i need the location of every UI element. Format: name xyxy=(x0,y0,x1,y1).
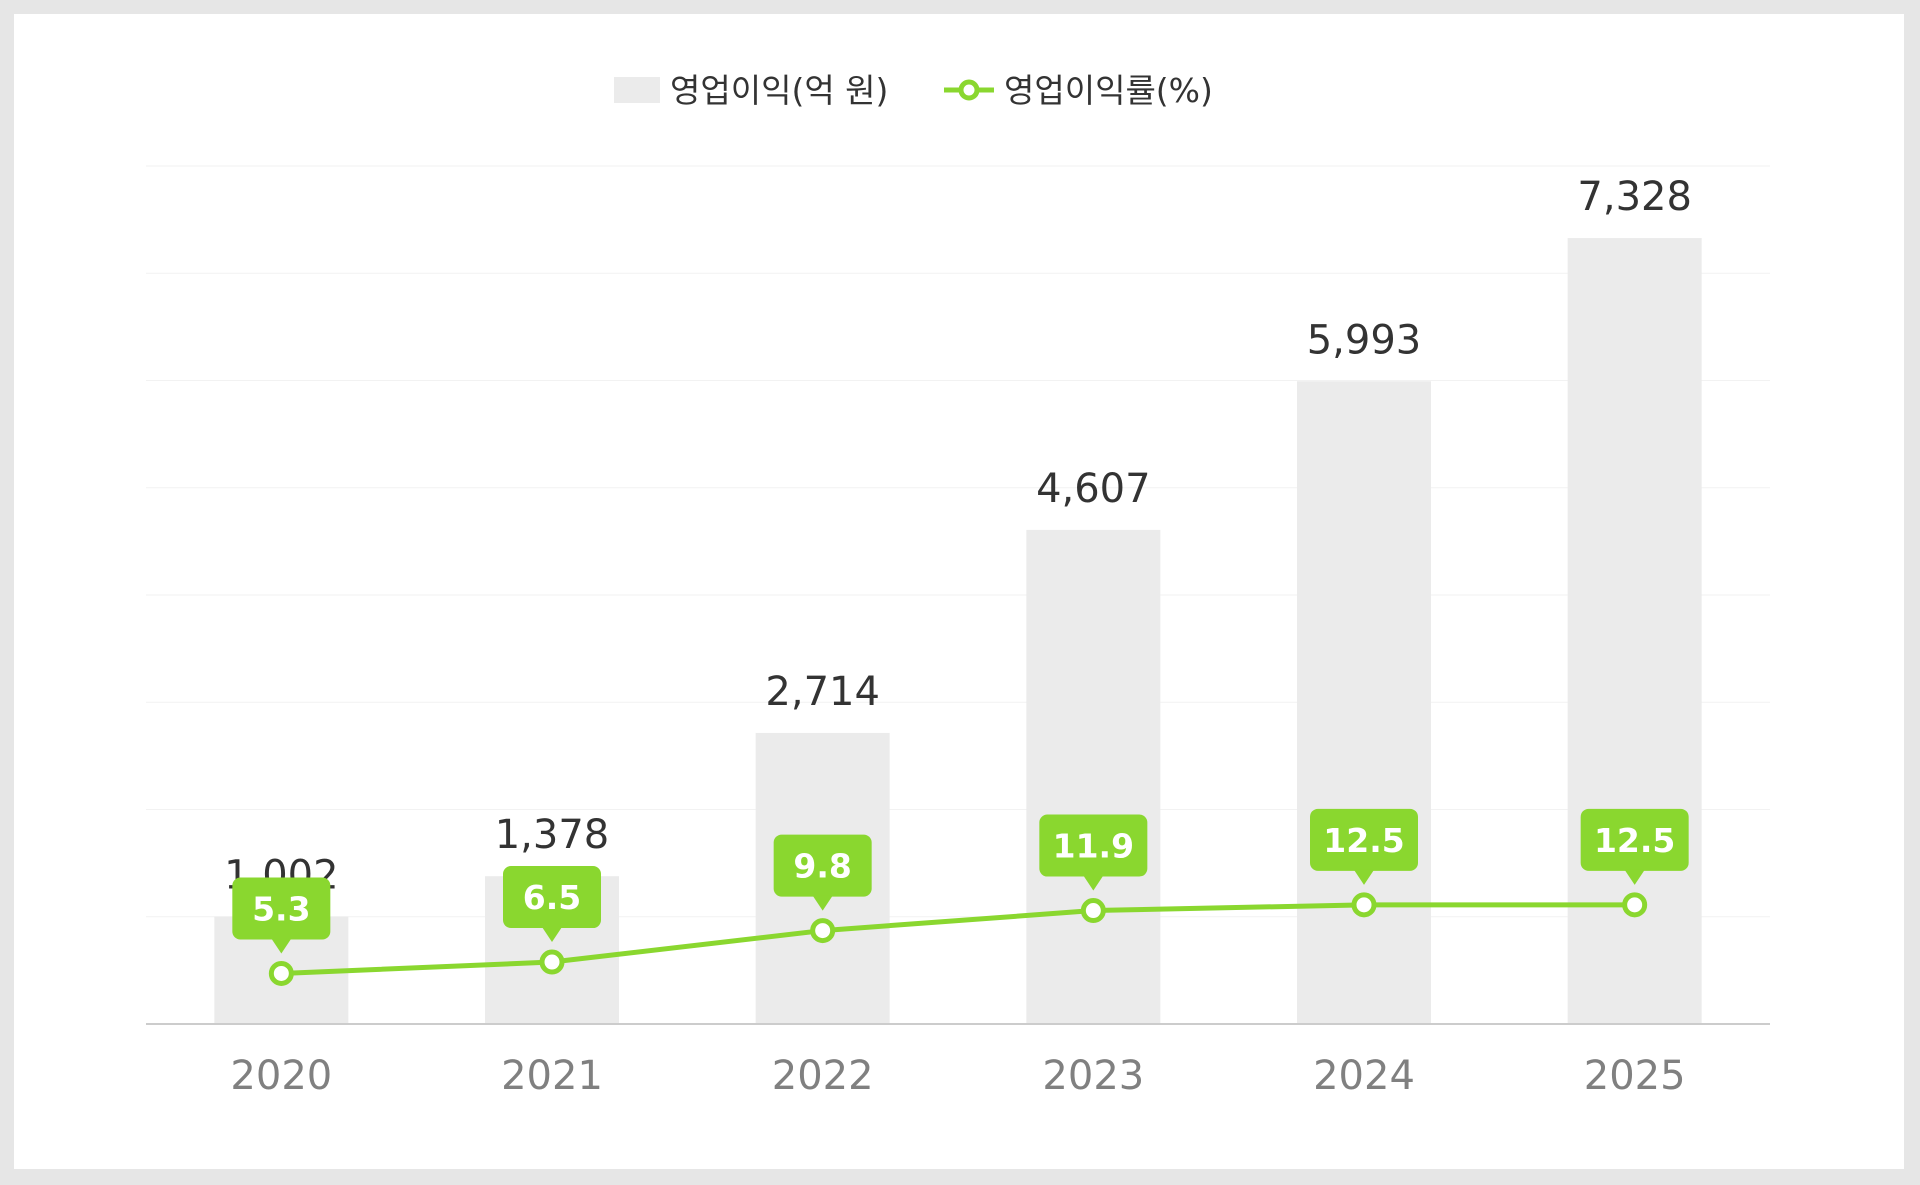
legend-bar-label: 영업이익(억 원) xyxy=(670,71,888,110)
rate-callout-pointer xyxy=(542,927,562,943)
rate-marker xyxy=(1080,898,1106,924)
x-tick-label: 2021 xyxy=(501,1053,603,1099)
rate-callout-pointer xyxy=(1354,869,1374,885)
x-tick-label: 2023 xyxy=(1042,1053,1144,1099)
rate-callout-pointer xyxy=(1083,875,1104,891)
rate-callout xyxy=(503,866,601,929)
rate-value-label: 6.5 xyxy=(523,878,581,917)
rate-callout-pointer xyxy=(271,938,292,954)
rate-marker xyxy=(1351,892,1377,918)
x-tick-label: 2025 xyxy=(1584,1053,1686,1099)
rate-marker xyxy=(810,918,836,944)
bar-value-label: 5,993 xyxy=(1307,317,1422,363)
rate-marker xyxy=(268,960,294,986)
rate-callout xyxy=(1580,808,1689,871)
bar xyxy=(1026,529,1161,1024)
bar-value-label: 2,714 xyxy=(765,669,880,715)
rate-callout xyxy=(1039,814,1148,877)
rate-value-label: 9.8 xyxy=(793,847,851,886)
rate-value-label: 12.5 xyxy=(1594,821,1675,860)
x-tick-label: 2020 xyxy=(230,1053,332,1099)
legend-line-label: 영업이익률(%) xyxy=(1004,71,1213,110)
rate-marker xyxy=(539,949,565,975)
bar-value-label: 7,328 xyxy=(1577,174,1692,220)
rate-callout xyxy=(232,877,331,940)
x-tick-label: 2022 xyxy=(772,1053,874,1099)
rate-value-label: 11.9 xyxy=(1053,827,1134,866)
rate-callout-pointer xyxy=(1624,869,1645,885)
bar-value-label: 1,378 xyxy=(495,812,610,858)
rate-line xyxy=(281,902,1635,976)
rate-callout-pointer xyxy=(812,895,833,911)
legend-line-marker xyxy=(958,79,980,101)
rate-value-label: 12.5 xyxy=(1323,821,1404,860)
legend-bar-swatch xyxy=(614,77,660,103)
bar xyxy=(1297,381,1431,1025)
rate-callout xyxy=(1310,808,1418,871)
bar-value-label: 4,607 xyxy=(1036,466,1151,512)
rate-marker xyxy=(1622,892,1648,918)
chart-card: 1,002 1,378 2,714 4,607 5,993 7,328 2020 2021 20… xyxy=(14,14,1904,1169)
x-tick-label: 2024 xyxy=(1313,1053,1415,1099)
rate-callout xyxy=(773,834,872,897)
rate-value-label: 5.3 xyxy=(252,889,310,928)
